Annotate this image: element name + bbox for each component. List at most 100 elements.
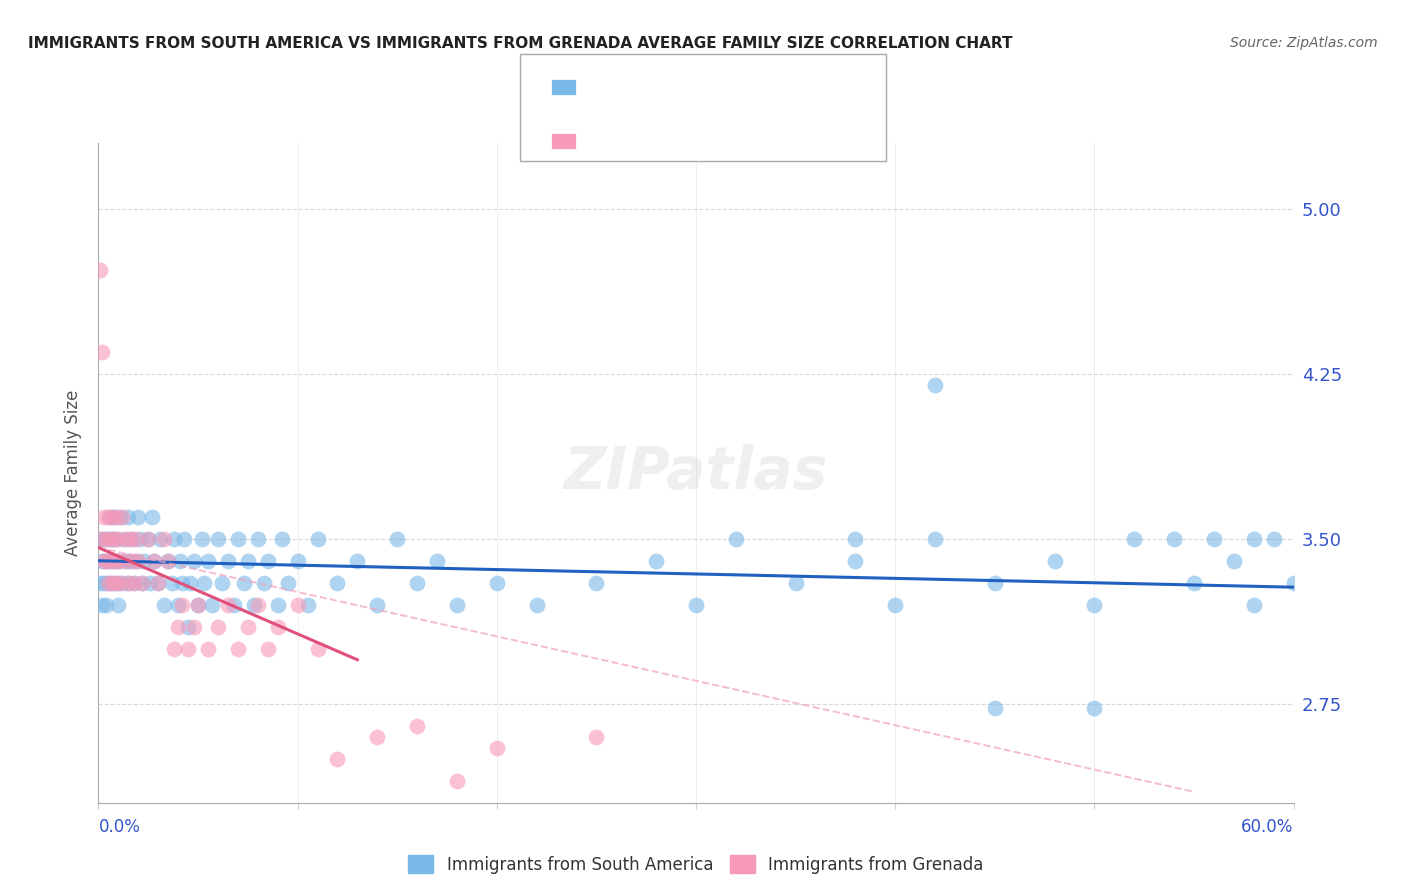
Point	[163, 641, 186, 656]
Point	[103, 554, 125, 568]
Point	[124, 575, 146, 590]
Point	[91, 598, 114, 612]
Point	[136, 532, 159, 546]
Point	[173, 532, 195, 546]
Point	[201, 598, 224, 612]
Point	[115, 554, 138, 568]
Text: N =: N =	[675, 130, 727, 148]
Point	[172, 598, 194, 612]
Point	[105, 575, 128, 590]
Point	[1202, 532, 1225, 546]
Point	[117, 575, 139, 590]
Point	[97, 575, 120, 590]
Point	[136, 532, 159, 546]
Point	[107, 532, 129, 546]
Point	[585, 730, 607, 744]
Point	[366, 730, 388, 744]
Point	[924, 377, 946, 392]
Point	[143, 554, 166, 568]
Text: -0.193: -0.193	[619, 77, 676, 95]
Text: 60.0%: 60.0%	[1241, 818, 1294, 836]
Point	[120, 554, 142, 568]
Point	[406, 719, 429, 733]
Point	[366, 598, 388, 612]
Text: R =: R =	[588, 77, 627, 95]
Point	[307, 641, 329, 656]
Point	[211, 575, 233, 590]
Point	[191, 532, 214, 546]
Point	[107, 554, 129, 568]
Point	[110, 509, 132, 524]
Point	[256, 641, 278, 656]
Text: Source: ZipAtlas.com: Source: ZipAtlas.com	[1230, 36, 1378, 50]
Point	[93, 554, 115, 568]
Point	[924, 532, 946, 546]
Point	[163, 532, 186, 546]
Point	[91, 554, 114, 568]
Point	[110, 575, 132, 590]
Point	[143, 554, 166, 568]
Point	[148, 575, 170, 590]
Point	[111, 575, 134, 590]
Point	[169, 554, 191, 568]
Point	[101, 532, 124, 546]
Point	[97, 575, 120, 590]
Point	[125, 532, 148, 546]
Point	[98, 554, 122, 568]
Point	[256, 554, 278, 568]
Point	[485, 740, 508, 755]
Point	[1163, 532, 1185, 546]
Point	[177, 641, 200, 656]
Point	[127, 554, 149, 568]
Point	[446, 598, 468, 612]
Point	[277, 575, 299, 590]
Point	[105, 532, 128, 546]
Point	[115, 532, 138, 546]
Point	[139, 575, 162, 590]
Point	[326, 752, 349, 766]
Point	[326, 575, 349, 590]
Point	[1243, 598, 1265, 612]
Point	[297, 598, 319, 612]
Point	[124, 575, 146, 590]
Point	[121, 554, 143, 568]
Point	[187, 598, 209, 612]
Point	[107, 598, 129, 612]
Point	[645, 554, 668, 568]
Point	[267, 620, 290, 634]
Point	[246, 532, 269, 546]
Point	[217, 598, 239, 612]
Point	[103, 554, 125, 568]
Point	[222, 598, 245, 612]
Point	[236, 620, 259, 634]
Point	[89, 532, 111, 546]
Point	[844, 554, 866, 568]
Point	[485, 575, 508, 590]
Point	[685, 598, 707, 612]
Point	[148, 575, 170, 590]
Point	[226, 532, 249, 546]
Point	[253, 575, 276, 590]
Point	[406, 575, 429, 590]
Y-axis label: Average Family Size: Average Family Size	[65, 390, 83, 556]
Text: 106: 106	[721, 77, 755, 95]
Point	[287, 554, 309, 568]
Point	[183, 620, 205, 634]
Text: ZIPatlas: ZIPatlas	[564, 444, 828, 501]
Point	[226, 641, 249, 656]
Point	[91, 344, 114, 359]
Point	[1182, 575, 1205, 590]
Point	[101, 575, 124, 590]
Point	[141, 509, 163, 524]
Text: N =: N =	[675, 77, 727, 95]
Point	[149, 532, 172, 546]
Point	[98, 509, 122, 524]
Point	[112, 532, 135, 546]
Text: 57: 57	[721, 130, 744, 148]
Point	[167, 620, 190, 634]
Point	[98, 532, 122, 546]
Point	[111, 509, 134, 524]
Point	[172, 575, 194, 590]
Text: 0.0%: 0.0%	[98, 818, 141, 836]
Point	[1043, 554, 1066, 568]
